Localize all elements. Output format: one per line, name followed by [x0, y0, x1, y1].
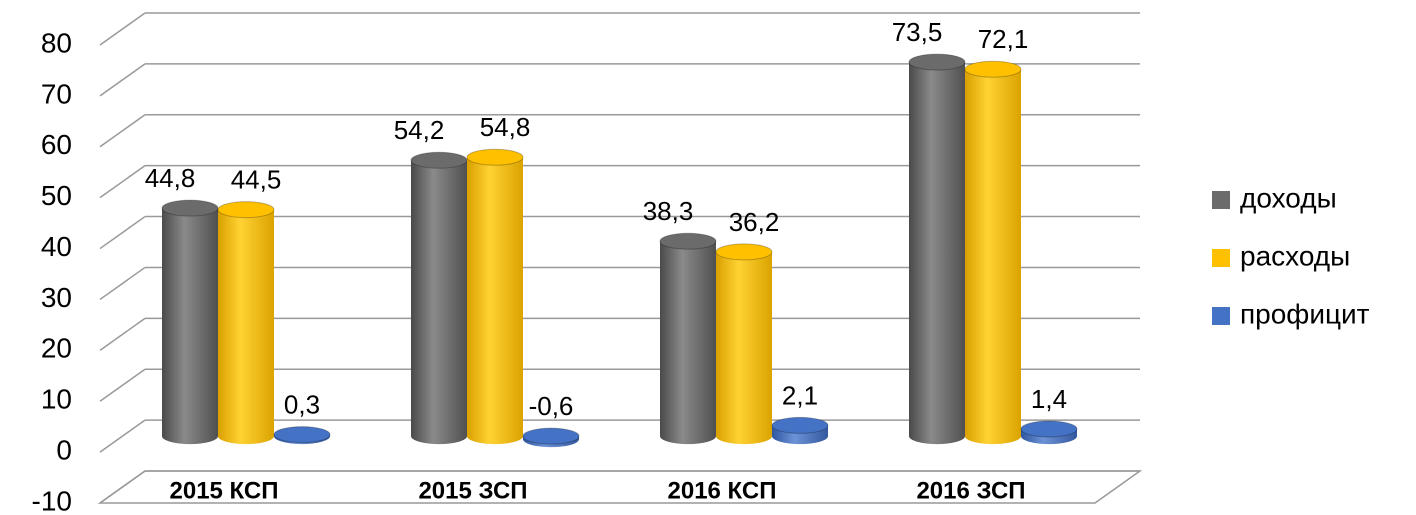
bar-top: [659, 232, 717, 250]
value-label: 72,1: [978, 24, 1029, 54]
value-label: 44,5: [231, 165, 282, 195]
value-label: 54,8: [480, 112, 531, 142]
bar-body: [467, 157, 523, 445]
bar: [273, 426, 331, 445]
y-tick-label: 60: [41, 129, 72, 160]
legend-label: профицит: [1240, 298, 1370, 329]
grid-line: [99, 63, 146, 97]
value-label: 36,2: [729, 207, 780, 237]
value-label: 0,3: [284, 389, 320, 419]
bar-top: [273, 426, 331, 444]
y-tick-label: 30: [41, 282, 72, 313]
x-tick-label: 2015 ЗСП: [418, 477, 527, 504]
value-label: 54,2: [394, 115, 445, 145]
grid-line: [99, 215, 146, 250]
y-tick-label: 80: [41, 27, 72, 58]
y-tick-label: 20: [41, 333, 72, 364]
bar: [659, 232, 717, 445]
grid-line: [99, 266, 146, 301]
y-tick-label: 10: [41, 384, 72, 415]
legend-label: расходы: [1240, 240, 1350, 271]
bar: [715, 243, 773, 445]
grid-line: [99, 12, 146, 46]
bars: [161, 53, 1078, 448]
x-tick-label: 2015 КСП: [170, 477, 279, 504]
y-tick-label: 50: [41, 180, 72, 211]
y-tick-label: 40: [41, 231, 72, 262]
bar: [217, 201, 275, 445]
legend-label: доходы: [1240, 182, 1337, 213]
bar-body: [411, 160, 467, 445]
value-label: 1,4: [1031, 384, 1067, 414]
grid-line: [99, 165, 146, 199]
bar-body: [660, 241, 716, 445]
value-label: 38,3: [643, 196, 694, 226]
bar: [771, 416, 829, 445]
bar: [410, 151, 468, 445]
grid-line: [99, 419, 146, 453]
value-label: 73,5: [892, 17, 943, 47]
labels: -10 0 10 20 30 40 50 60 70 80 2015 КСП 44,8 44,5 0,3 2…: [32, 17, 1370, 515]
y-tick-label: 0: [56, 435, 72, 466]
bar-top: [410, 151, 468, 169]
bar-top: [771, 416, 829, 434]
bar-top: [161, 199, 219, 217]
bar-body: [162, 208, 218, 445]
grid-line: [99, 114, 146, 148]
bar-top: [466, 148, 524, 166]
y-tick-label: 70: [41, 78, 72, 109]
bar-top: [908, 53, 966, 71]
bar: [522, 427, 580, 448]
bar-body: [965, 69, 1021, 445]
grid-line: [99, 368, 146, 402]
bar: [466, 148, 524, 445]
y-tick-label: -10: [32, 485, 72, 515]
value-label: -0,6: [529, 391, 574, 421]
value-label: 2,1: [782, 380, 818, 410]
bar-top: [964, 60, 1022, 78]
grid-line: [99, 470, 146, 504]
grid-line: [99, 317, 146, 351]
bar-top: [715, 243, 773, 261]
legend-swatch: [1212, 191, 1230, 209]
bar: [964, 60, 1022, 445]
legend-swatch: [1212, 249, 1230, 267]
value-label: 44,8: [145, 163, 196, 193]
bar-body: [218, 209, 274, 445]
bar: [161, 199, 219, 445]
x-tick-label: 2016 КСП: [668, 477, 777, 504]
legend-swatch: [1212, 307, 1230, 325]
bar-top: [1020, 420, 1078, 438]
bar-top: [217, 201, 275, 219]
bar-top: [522, 427, 580, 445]
x-tick-label: 2016 ЗСП: [916, 477, 1025, 504]
bar-body: [716, 251, 772, 445]
bar-body: [909, 62, 965, 445]
bar: [1020, 420, 1078, 445]
bar: [908, 53, 966, 445]
